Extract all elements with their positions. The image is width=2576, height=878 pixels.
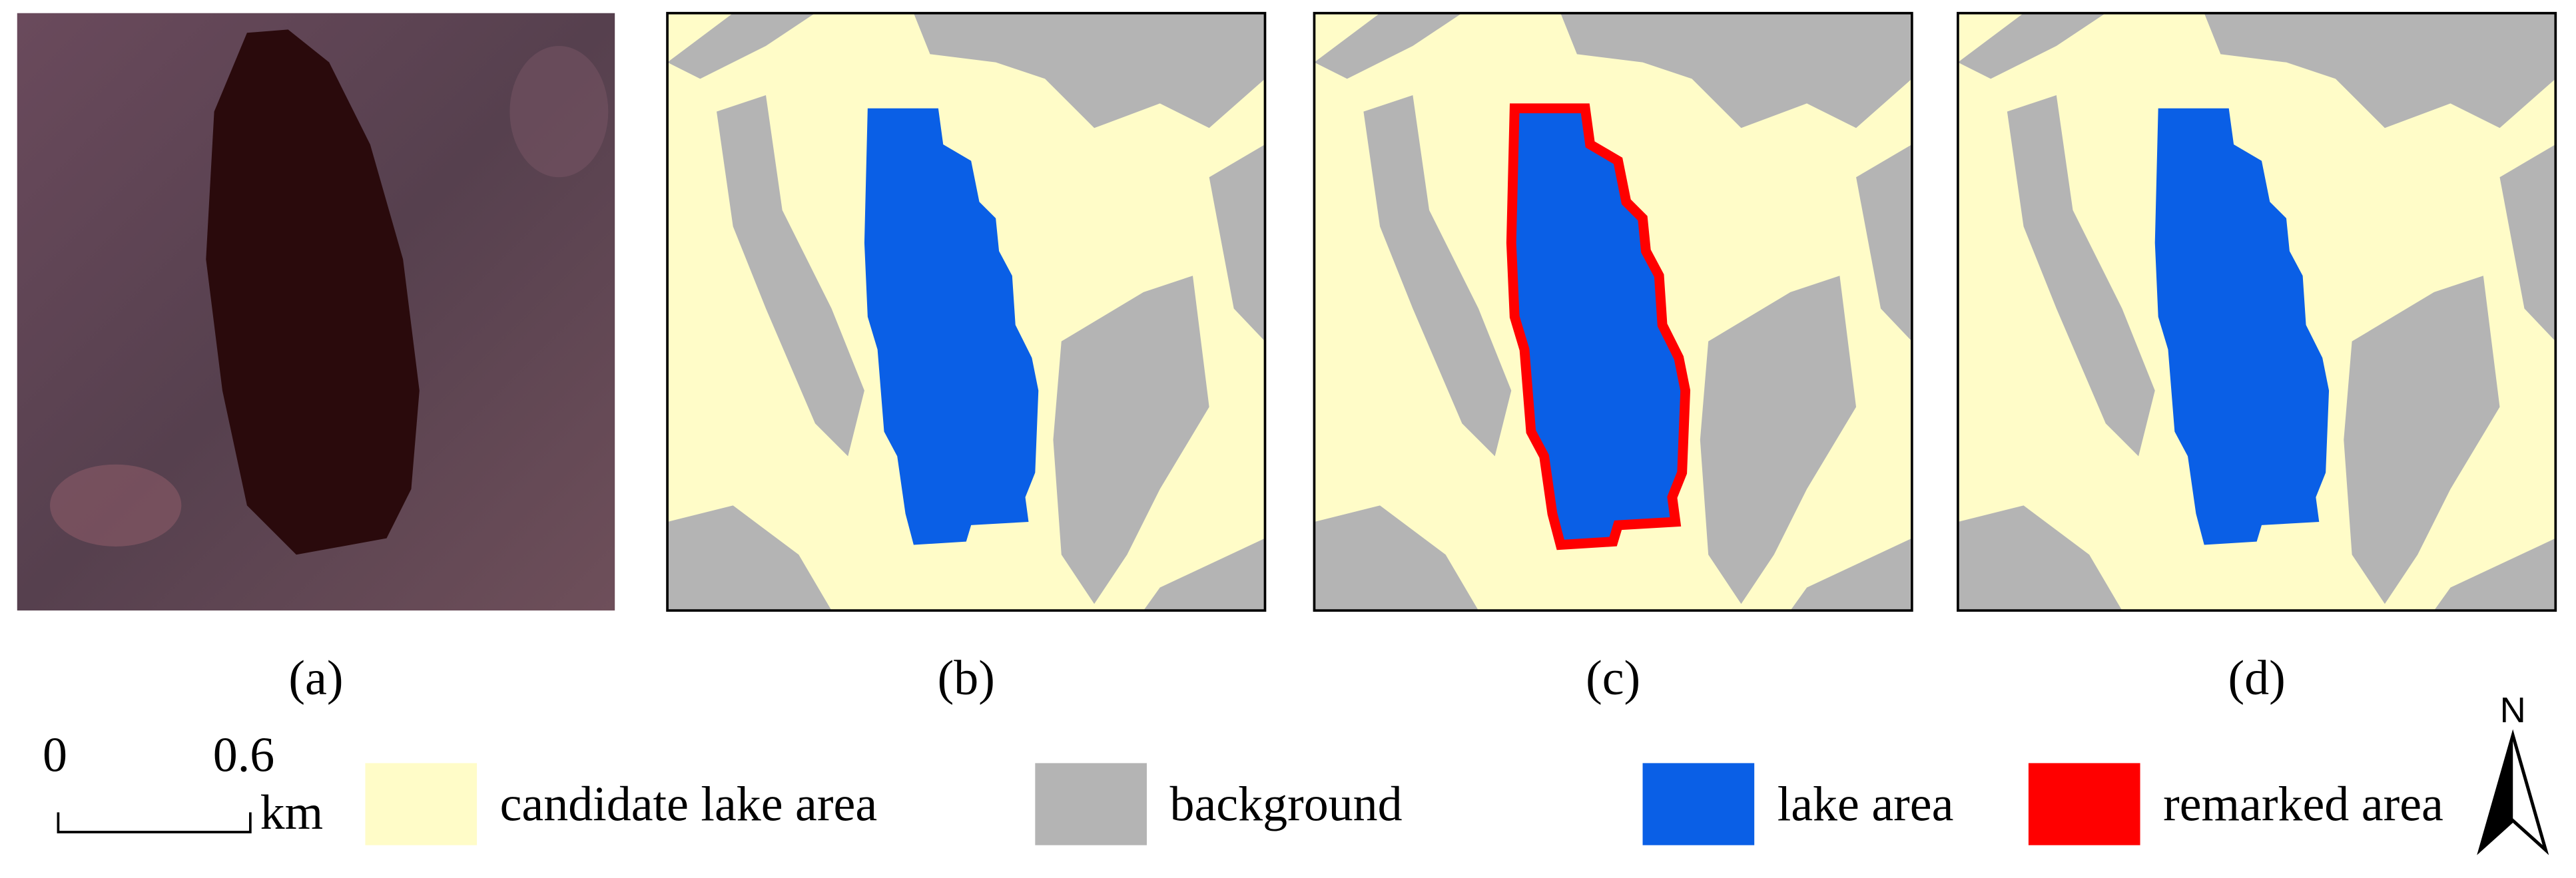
scale-bar: [57, 812, 252, 833]
panel-label: (c): [1586, 650, 1640, 705]
panel-label: (d): [2228, 650, 2285, 705]
legend-label: remarked area: [2163, 777, 2443, 831]
legend-swatch: [1642, 763, 1755, 845]
panel-label: (a): [288, 650, 343, 705]
panel-b: [666, 11, 1267, 612]
panel-label: (b): [938, 650, 995, 705]
legend-swatch: [1035, 763, 1147, 845]
north-label: N: [2500, 690, 2526, 730]
legend-label: lake area: [1777, 777, 1954, 831]
panel-d: [1957, 11, 2557, 612]
scale-end: 0.6: [213, 728, 274, 782]
legend: candidate lake area background lake area re…: [365, 763, 2443, 845]
legend-swatch: [365, 763, 478, 845]
north-arrow-half: [2479, 735, 2513, 851]
legend-label: background: [1169, 777, 1402, 831]
panel-a: [17, 13, 615, 611]
legend-label: candidate lake area: [500, 777, 878, 831]
scale-unit: km: [260, 785, 324, 839]
legend-swatch: [2028, 763, 2140, 845]
scale-start: 0: [43, 728, 67, 782]
panel-c: [1313, 11, 1913, 612]
